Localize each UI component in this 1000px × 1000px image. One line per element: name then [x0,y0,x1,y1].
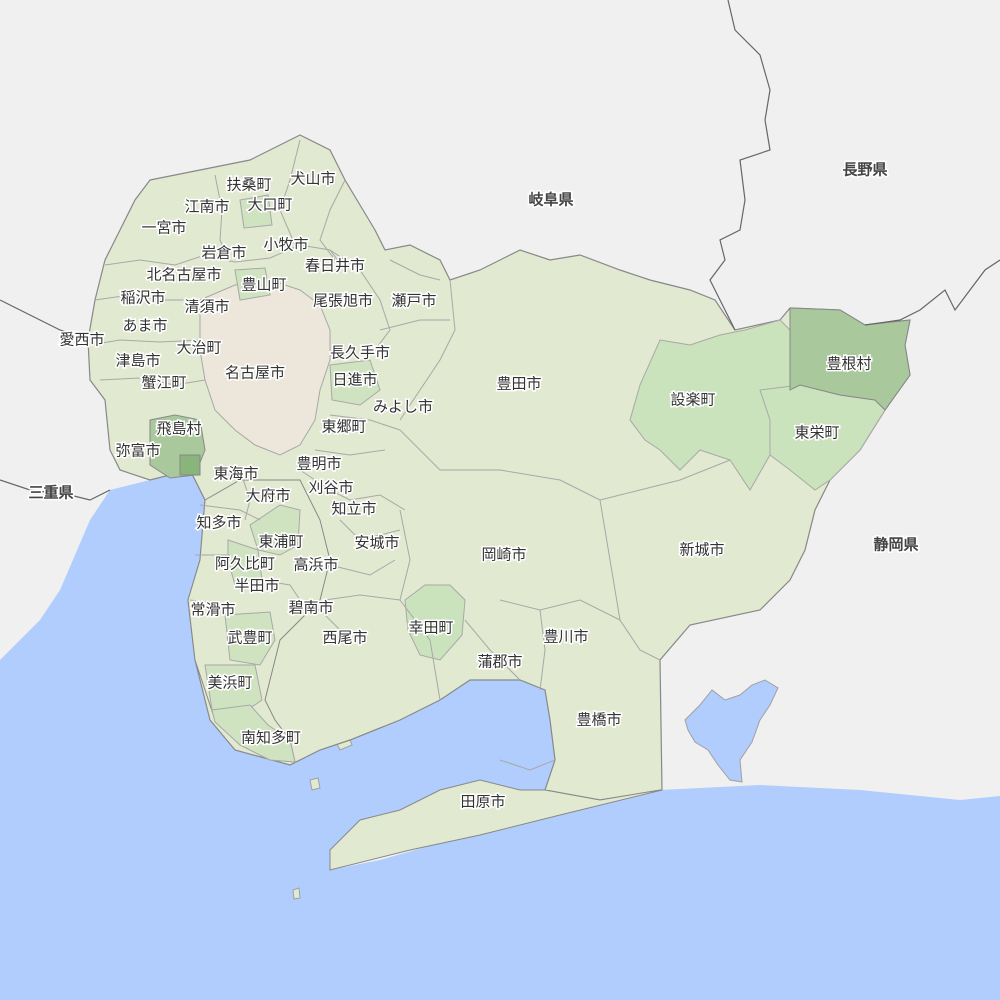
nagoya-area [199,279,331,456]
municipality-boundaries [89,139,731,771]
muni-label-handa[interactable]: 半田市 [233,575,281,596]
tobishima-dark [179,454,201,476]
muni-label-oharu[interactable]: 大治町 [175,337,223,358]
muni-label-shinshiro[interactable]: 新城市 [678,539,726,560]
muni-label-toyohashi[interactable]: 豊橋市 [575,709,623,730]
oguchi-area [239,194,273,229]
lake-hamana [684,679,779,783]
island [292,887,301,900]
atsumi-peninsula [329,779,663,871]
muni-label-takahama[interactable]: 高浜市 [292,554,340,575]
island [309,777,321,791]
muni-label-chita[interactable]: 知多市 [195,512,243,533]
muni-label-iwakura[interactable]: 岩倉市 [200,242,248,263]
muni-label-okazaki[interactable]: 岡崎市 [480,544,528,565]
muni-label-tsushima[interactable]: 津島市 [114,350,162,371]
muni-label-ama[interactable]: あま市 [121,315,169,336]
muni-label-minamichita[interactable]: 南知多町 [239,727,302,748]
taketoyo-area [224,611,276,666]
agui-area [227,539,263,586]
muni-label-toyoyama[interactable]: 豊山町 [240,274,288,295]
muni-label-aisai[interactable]: 愛西市 [58,329,106,350]
pref-label-gifu: 岐阜県 [528,191,573,209]
muni-label-komaki[interactable]: 小牧市 [262,234,310,255]
muni-label-ichinomiya[interactable]: 一宮市 [140,217,188,238]
nisshin-area [329,359,381,406]
toyoyama-area [234,267,271,301]
minamichita-area [211,704,296,763]
muni-label-owariasahi[interactable]: 尾張旭市 [311,290,374,311]
muni-label-seto[interactable]: 瀬戸市 [390,290,438,311]
muni-label-tahara[interactable]: 田原市 [459,791,507,812]
muni-label-kanie[interactable]: 蟹江町 [140,372,188,393]
muni-label-kitanagoya[interactable]: 北名古屋市 [145,264,223,285]
muni-label-inazawa[interactable]: 稲沢市 [119,287,167,308]
muni-label-fuso[interactable]: 扶桑町 [225,174,273,195]
muni-label-tokoname[interactable]: 常滑市 [189,599,237,620]
muni-label-yatomi[interactable]: 弥富市 [114,440,162,461]
muni-label-konan[interactable]: 江南市 [183,196,231,217]
sea [0,470,1000,1000]
muni-label-chiryu[interactable]: 知立市 [330,498,378,519]
muni-label-anjo[interactable]: 安城市 [353,532,401,553]
muni-label-nagakute[interactable]: 長久手市 [328,342,391,363]
muni-label-kasugai[interactable]: 春日井市 [303,255,366,276]
muni-label-toyone[interactable]: 豊根村 [825,353,873,374]
muni-label-toyokawa[interactable]: 豊川市 [542,626,590,647]
muni-label-tokai[interactable]: 東海市 [212,463,260,484]
muni-label-mihama[interactable]: 美浜町 [206,672,254,693]
muni-label-kiyosu[interactable]: 清須市 [183,296,231,317]
prefecture-boundaries [0,0,1000,501]
muni-label-agui[interactable]: 阿久比町 [213,553,276,574]
shitara-area [629,319,791,491]
muni-label-shitara[interactable]: 設楽町 [669,389,717,410]
muni-label-taketoyo[interactable]: 武豊町 [226,627,274,648]
municipality-labels: 犬山市 扶桑町 江南市 大口町 一宮市 岩倉市 小牧市 春日井市 北名古屋市 豊… [58,168,873,812]
kota-area [404,584,466,661]
muni-label-toyota[interactable]: 豊田市 [495,373,543,394]
muni-label-nagoya[interactable]: 名古屋市 [223,362,286,383]
pref-label-shizuoka: 静岡県 [873,536,918,554]
muni-label-togo[interactable]: 東郷町 [320,416,368,437]
muni-label-miyoshi[interactable]: みよし市 [371,396,434,417]
muni-label-tobishima[interactable]: 飛島村 [155,418,203,439]
muni-label-kota[interactable]: 幸田町 [407,617,455,638]
muni-label-toyoake[interactable]: 豊明市 [295,453,343,474]
muni-label-hekinan[interactable]: 碧南市 [287,597,335,618]
muni-label-kariya[interactable]: 刈谷市 [307,477,355,498]
muni-label-higashiura[interactable]: 東浦町 [257,531,305,552]
muni-label-oguchi[interactable]: 大口町 [246,194,294,215]
muni-label-toei[interactable]: 東栄町 [793,422,841,443]
muni-label-nishio[interactable]: 西尾市 [321,627,369,648]
muni-label-inuyama[interactable]: 犬山市 [289,168,337,189]
pref-label-mie: 三重県 [28,484,73,502]
prefecture-labels: 岐阜県 長野県 静岡県 三重県 [27,159,920,555]
muni-label-obu[interactable]: 大府市 [244,485,292,506]
pref-label-nagano: 長野県 [842,161,887,179]
muni-label-gamagori[interactable]: 蒲郡市 [476,651,524,672]
muni-label-nisshin[interactable]: 日進市 [331,369,379,390]
